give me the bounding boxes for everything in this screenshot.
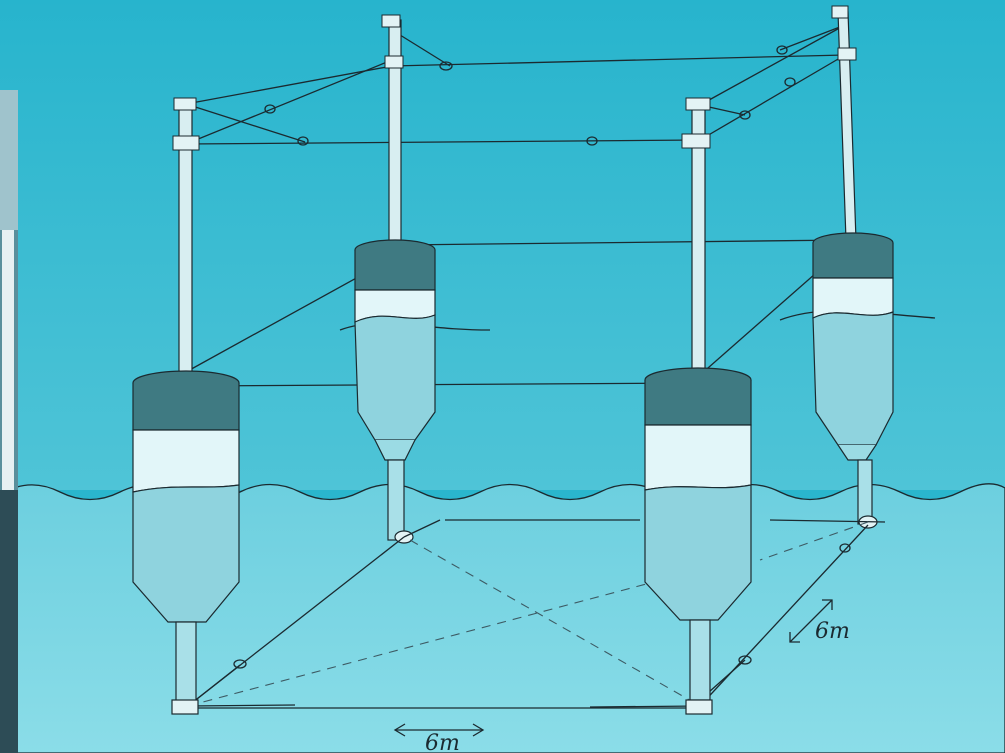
float-front-right xyxy=(644,367,752,715)
horizontal-dimension-label: 6m xyxy=(425,731,460,753)
top-frame-ropes xyxy=(185,24,846,146)
dimension-arrow-depth xyxy=(789,599,833,643)
pole-front-left xyxy=(172,97,200,381)
underwater-ropes xyxy=(187,519,886,709)
diagonal-braces xyxy=(187,521,869,707)
dimension-arrow-horizontal xyxy=(393,723,485,737)
float-front-left xyxy=(132,370,240,715)
float-back-right xyxy=(812,232,894,529)
depth-dimension-label: 6m xyxy=(815,619,850,644)
photo-strip xyxy=(0,90,18,753)
float-back-left xyxy=(354,239,436,544)
